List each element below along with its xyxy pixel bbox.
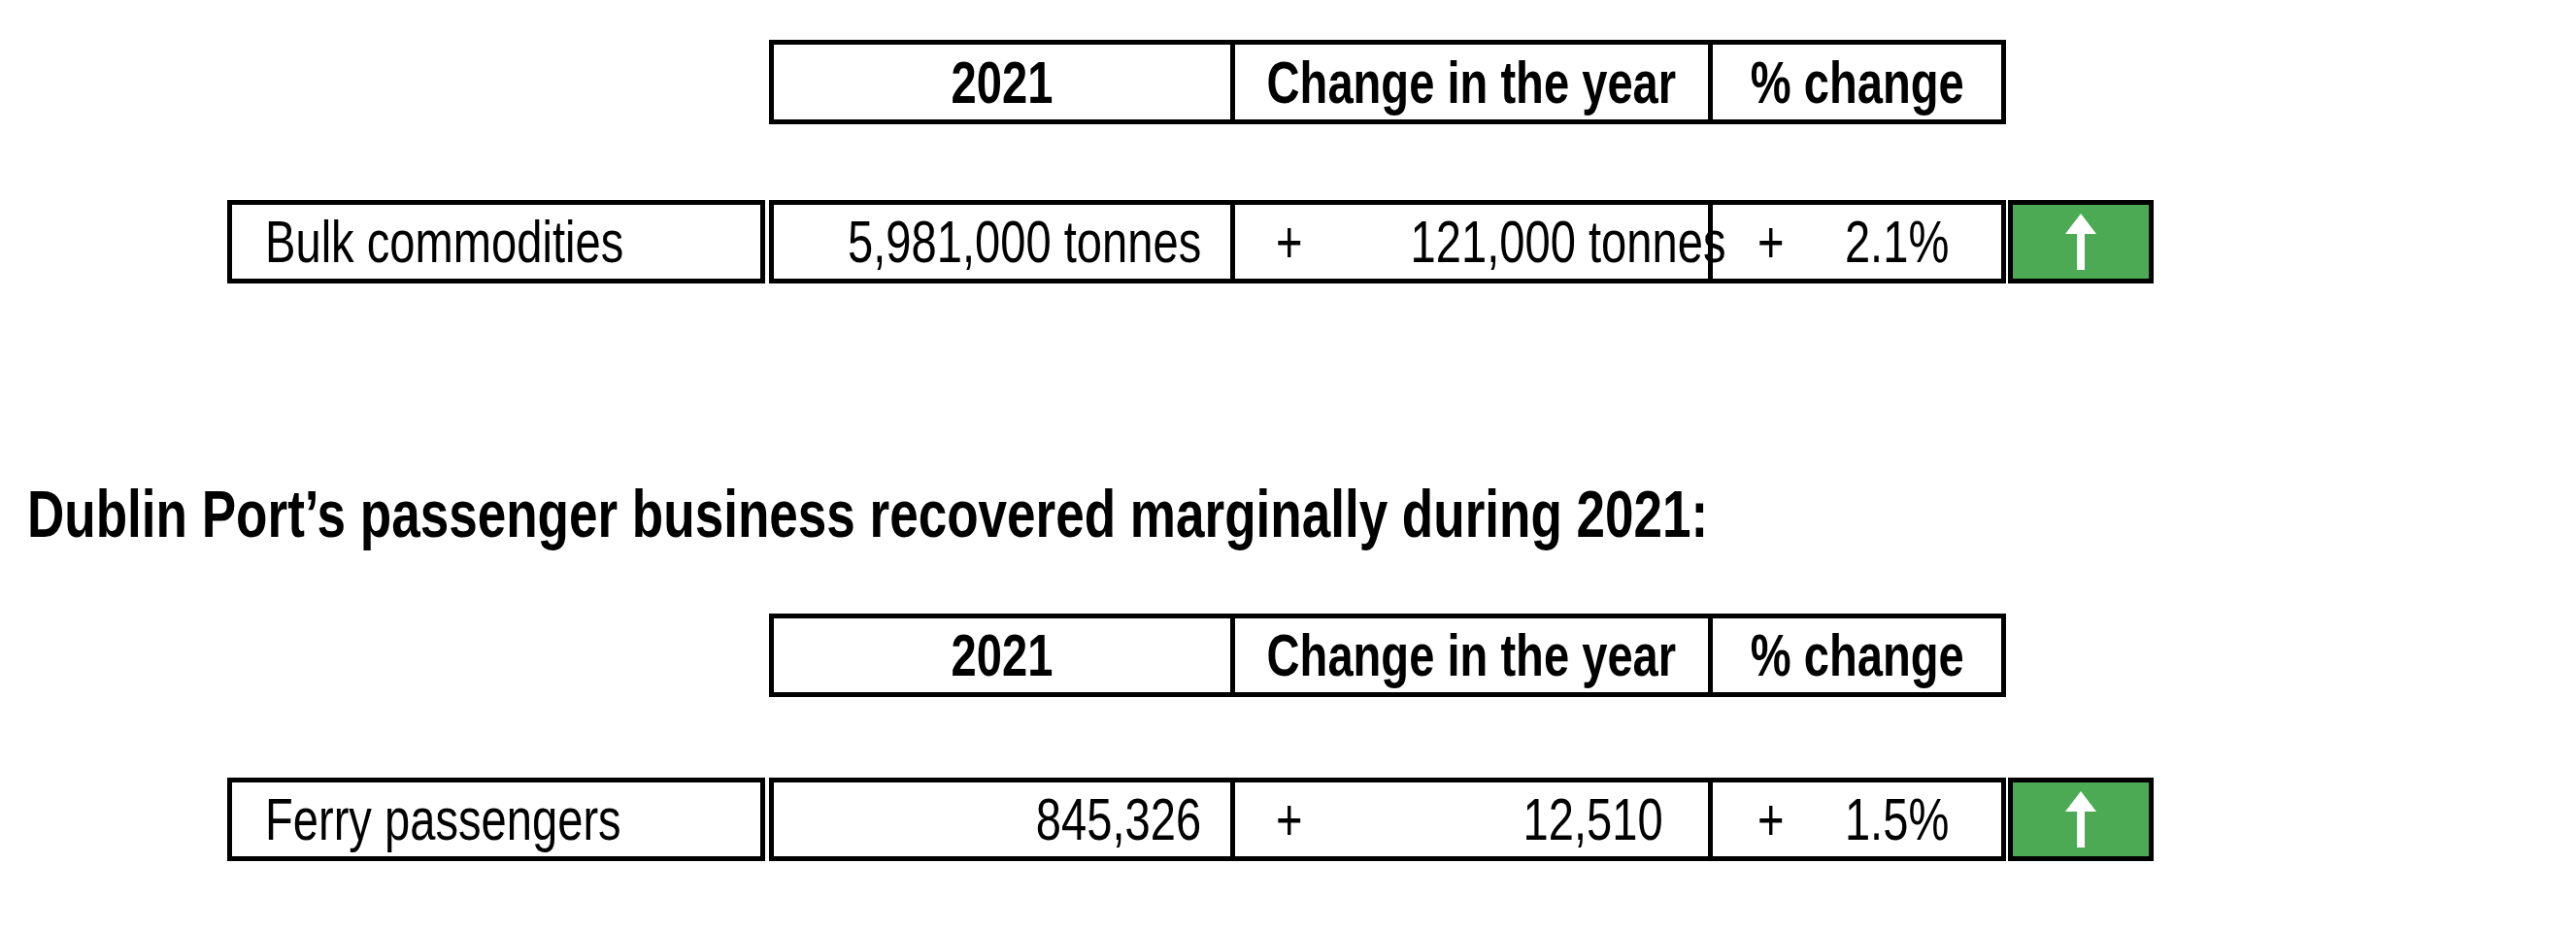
cargo-header-year-label: 2021 <box>952 52 1054 113</box>
cargo-row-pct-cell: + 2.1% <box>1708 200 2006 283</box>
cargo-header-year-cell: 2021 <box>769 40 1235 124</box>
up-arrow-icon <box>2064 791 2097 848</box>
cargo-row-year-cell: 5,981,000 tonnes <box>769 200 1235 283</box>
passenger-row-year-value: 845,326 <box>1036 789 1201 849</box>
passenger-row-label-cell: Ferry passengers <box>227 778 765 861</box>
passenger-header-year-label: 2021 <box>952 625 1054 685</box>
cargo-row-year-value: 5,981,000 tonnes <box>848 212 1201 272</box>
cargo-table-header-row: 2021 Change in the year % change <box>769 40 2006 124</box>
passenger-row-change-value: 12,510 <box>1523 789 1663 849</box>
passenger-row-year-cell: 845,326 <box>769 778 1235 861</box>
cargo-table-data-row: Bulk commodities 5,981,000 tonnes + 121,… <box>227 200 2154 283</box>
cargo-row-pct-sign: + <box>1757 212 1785 272</box>
passenger-row-pct-cell: + 1.5% <box>1708 778 2006 861</box>
passenger-header-change-cell: Change in the year <box>1230 614 1713 697</box>
cargo-trend-up-indicator <box>2008 200 2154 283</box>
passenger-header-year-cell: 2021 <box>769 614 1235 697</box>
passenger-trend-up-indicator <box>2008 778 2154 861</box>
cargo-row-label: Bulk commodities <box>265 212 623 272</box>
cargo-header-change-label: Change in the year <box>1267 52 1677 113</box>
cargo-header-pct-label: % change <box>1751 52 1964 113</box>
cargo-row-change-cell: + 121,000 tonnes <box>1230 200 1713 283</box>
passenger-section-heading: Dublin Port’s passenger business recover… <box>27 476 2183 551</box>
cargo-row-change-sign: + <box>1276 212 1303 272</box>
passenger-row-label: Ferry passengers <box>265 789 621 849</box>
cargo-header-change-cell: Change in the year <box>1230 40 1713 124</box>
cargo-row-change-value: 121,000 tonnes <box>1411 212 1726 272</box>
passenger-header-pct-cell: % change <box>1708 614 2006 697</box>
document-page: 2021 Change in the year % change Bulk co… <box>0 0 2576 931</box>
cargo-row-label-cell: Bulk commodities <box>227 200 765 283</box>
cargo-row-pct-value: 2.1% <box>1845 212 1949 272</box>
cargo-header-pct-cell: % change <box>1708 40 2006 124</box>
passenger-header-change-label: Change in the year <box>1267 625 1677 685</box>
passenger-table-header-row: 2021 Change in the year % change <box>769 614 2006 697</box>
passenger-table-data-row: Ferry passengers 845,326 + 12,510 + 1.5% <box>227 778 2154 861</box>
passenger-section-heading-text: Dublin Port’s passenger business recover… <box>27 481 1708 547</box>
passenger-header-pct-label: % change <box>1751 625 1964 685</box>
passenger-row-pct-sign: + <box>1757 789 1785 849</box>
up-arrow-icon <box>2064 214 2097 270</box>
passenger-row-change-cell: + 12,510 <box>1230 778 1713 861</box>
passenger-row-pct-value: 1.5% <box>1845 789 1949 849</box>
passenger-row-change-sign: + <box>1276 789 1303 849</box>
